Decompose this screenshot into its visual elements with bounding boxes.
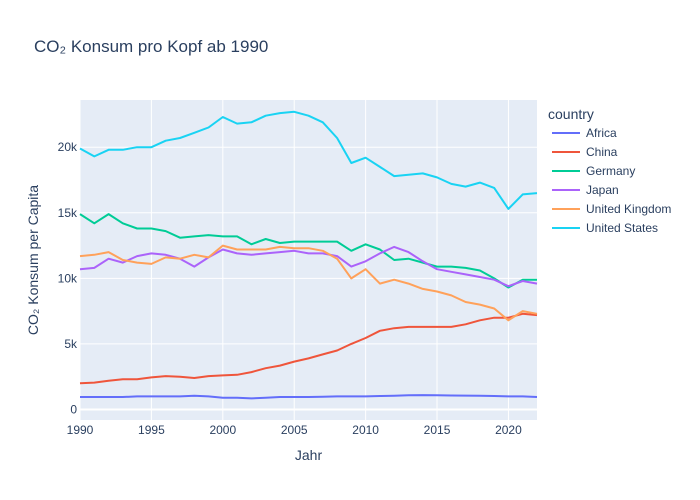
y-axis-ticks: 0 5k 10k 15k 20k bbox=[58, 140, 78, 416]
y-tick-label: 5k bbox=[64, 337, 78, 351]
series-line-united-kingdom[interactable] bbox=[79, 244, 538, 322]
x-tick-label: 2000 bbox=[209, 423, 236, 437]
y-axis-title: CO₂ Konsum per Capita bbox=[25, 185, 41, 335]
y-tick-label: 10k bbox=[58, 271, 78, 285]
series-line-japan[interactable] bbox=[79, 245, 538, 288]
legend-label: Germany bbox=[586, 164, 635, 178]
plot-area bbox=[80, 100, 537, 420]
legend-item-china[interactable]: China bbox=[552, 145, 618, 159]
legend-item-japan[interactable]: Japan bbox=[552, 183, 619, 197]
legend-label: China bbox=[586, 145, 618, 159]
legend-title: country bbox=[548, 106, 594, 122]
series-line-united-states[interactable] bbox=[79, 110, 538, 210]
legend[interactable]: country Africa China Germany Japan United Ki… bbox=[548, 106, 671, 235]
series-line-africa[interactable] bbox=[80, 394, 538, 400]
series-line-germany[interactable] bbox=[79, 213, 537, 289]
x-axis-ticks: 1990 1995 2000 2005 2010 2015 2020 bbox=[67, 423, 522, 437]
series-lines bbox=[79, 110, 538, 400]
legend-item-united-states[interactable]: United States bbox=[552, 221, 658, 235]
x-tick-label: 1995 bbox=[138, 423, 165, 437]
x-axis-title: Jahr bbox=[295, 447, 323, 463]
y-tick-label: 0 bbox=[70, 403, 77, 417]
legend-label: United Kingdom bbox=[586, 202, 671, 216]
x-tick-label: 2005 bbox=[281, 423, 308, 437]
legend-item-africa[interactable]: Africa bbox=[552, 126, 617, 140]
legend-label: Japan bbox=[586, 183, 619, 197]
series-line-china[interactable] bbox=[79, 312, 538, 385]
gridlines bbox=[79, 100, 537, 420]
x-tick-label: 2015 bbox=[424, 423, 451, 437]
legend-item-united-kingdom[interactable]: United Kingdom bbox=[552, 202, 671, 216]
y-tick-label: 15k bbox=[58, 206, 78, 220]
y-tick-label: 20k bbox=[58, 140, 78, 154]
chart-title: CO₂ Konsum pro Kopf ab 1990 bbox=[34, 37, 268, 56]
x-tick-label: 2010 bbox=[352, 423, 379, 437]
legend-label: Africa bbox=[586, 126, 617, 140]
x-tick-label: 1990 bbox=[67, 423, 94, 437]
legend-item-germany[interactable]: Germany bbox=[552, 164, 635, 178]
x-tick-label: 2020 bbox=[495, 423, 522, 437]
legend-label: United States bbox=[586, 221, 658, 235]
